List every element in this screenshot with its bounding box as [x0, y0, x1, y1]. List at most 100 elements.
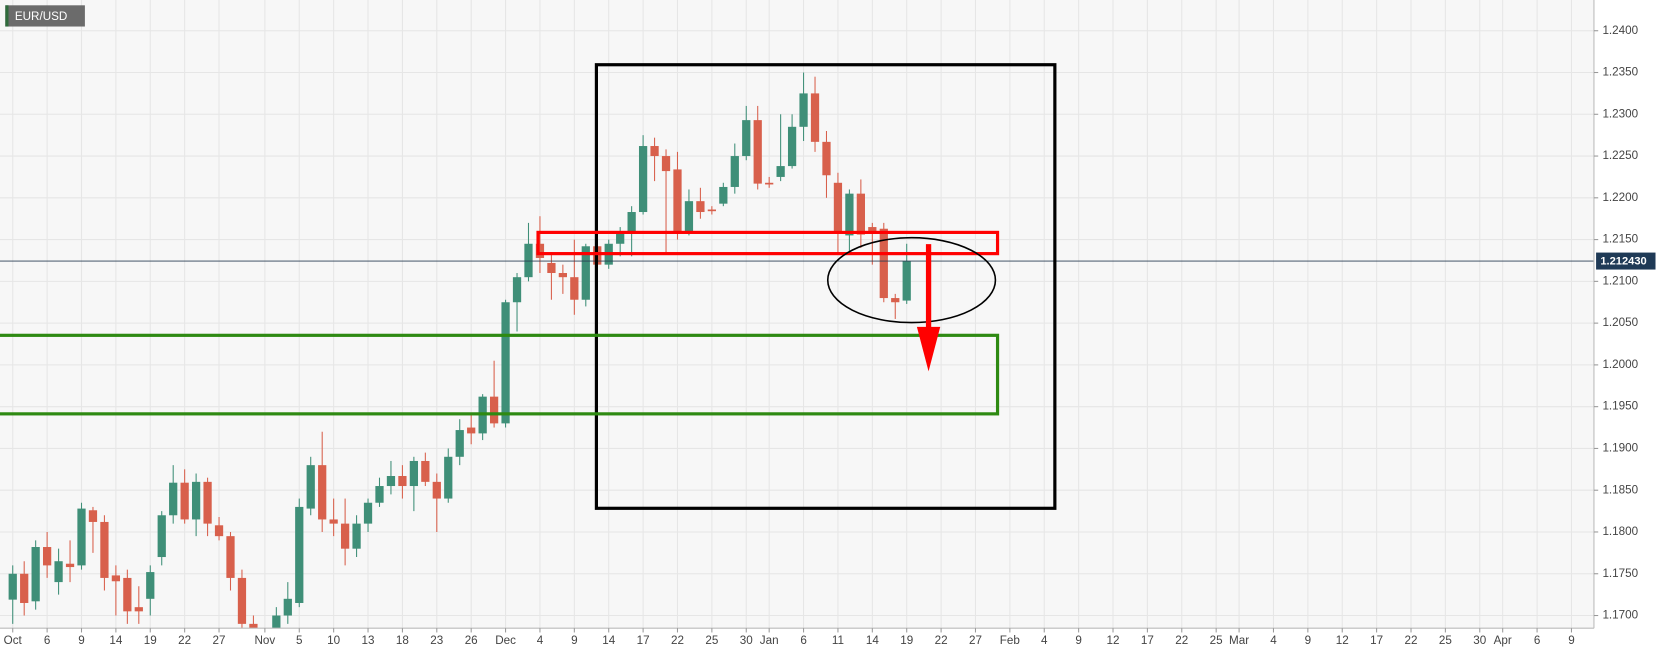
x-tick-label: 14 — [866, 634, 879, 647]
x-tick-label: 11 — [832, 634, 844, 647]
candle-body — [765, 182, 774, 185]
x-tick-label: 10 — [327, 634, 340, 647]
x-tick-label: Jan — [760, 634, 779, 647]
x-tick-label: 9 — [1568, 634, 1574, 647]
candle-body — [799, 93, 808, 127]
x-tick-label: 4 — [537, 634, 544, 647]
y-tick-label: 1.1900 — [1602, 442, 1638, 455]
candle-body — [570, 277, 579, 300]
candle-body — [558, 273, 567, 278]
candle-body — [535, 243, 545, 258]
candle-body — [409, 460, 419, 487]
x-tick-label: 25 — [1210, 634, 1223, 647]
circle-annotation — [826, 236, 997, 324]
candle-body — [512, 277, 522, 303]
candle-body — [180, 482, 189, 520]
y-tick-label: 1.1700 — [1602, 609, 1638, 622]
x-tick-label: 25 — [1439, 634, 1452, 647]
y-tick-label: 1.1850 — [1602, 483, 1638, 496]
last-price-box — [1596, 252, 1656, 270]
x-tick-label: 22 — [1405, 634, 1418, 647]
x-tick-label: 23 — [430, 634, 443, 647]
last-price-label: 1.212430 — [1600, 256, 1646, 268]
box-annotation — [594, 63, 1057, 510]
candle-body — [214, 525, 224, 537]
support-zone — [0, 333, 1000, 416]
candle-body — [684, 201, 694, 233]
candle-body — [845, 193, 854, 236]
x-tick-label: 9 — [571, 634, 577, 647]
candle-body — [455, 430, 464, 457]
candle-body — [340, 523, 350, 549]
candle-body — [20, 573, 29, 603]
x-tick-label: 12 — [1107, 634, 1120, 647]
candle-body — [627, 212, 636, 234]
symbol-box — [5, 5, 85, 27]
x-tick-label: 6 — [800, 634, 806, 647]
candle-body — [191, 481, 201, 520]
candle-body — [467, 427, 476, 434]
candle-body — [856, 193, 865, 235]
symbol-title: EUR/USD — [15, 10, 67, 23]
x-tick-label: Nov — [255, 634, 276, 647]
candle-body — [719, 186, 728, 204]
candle-body — [88, 510, 98, 522]
resistance-zone — [536, 230, 1000, 256]
x-tick-label: 18 — [396, 634, 409, 647]
x-tick-label: 30 — [740, 634, 753, 647]
candle-body — [77, 508, 86, 566]
candle-body — [547, 262, 556, 274]
x-tick-label: 17 — [1141, 634, 1154, 647]
x-tick-label: 27 — [213, 634, 226, 647]
candle-body — [650, 146, 659, 157]
y-tick-label: 1.2350 — [1602, 66, 1638, 79]
x-tick-label: 6 — [1534, 634, 1540, 647]
x-tick-label: Mar — [1229, 634, 1249, 647]
candle-body — [295, 506, 304, 603]
annotations — [0, 63, 1057, 510]
x-tick-label: Oct — [4, 634, 23, 647]
y-tick-label: 1.2100 — [1602, 274, 1638, 287]
x-tick-label: 17 — [1370, 634, 1383, 647]
candle-body — [661, 156, 671, 172]
candle-body — [753, 120, 762, 184]
x-tick-label: 4 — [1041, 634, 1048, 647]
candle-body — [363, 502, 373, 524]
candle-body — [386, 476, 396, 487]
x-tick-label: 27 — [969, 634, 982, 647]
candle-body — [776, 166, 785, 177]
plot-background — [0, 0, 1594, 628]
candle-body — [432, 481, 441, 499]
x-tick-label: 9 — [1075, 634, 1081, 647]
y-tick-label: 1.2250 — [1602, 149, 1638, 162]
x-tick-label: Apr — [1494, 634, 1512, 647]
candle-body — [226, 536, 235, 578]
candle-body — [157, 515, 166, 558]
y-tick-label: 1.2050 — [1602, 316, 1638, 329]
arrow-head — [916, 326, 941, 372]
candle-body — [444, 456, 453, 499]
y-tick-label: 1.1750 — [1602, 567, 1638, 580]
candle-body — [111, 575, 121, 582]
candle-body — [730, 156, 739, 187]
x-tick-label: 30 — [1473, 634, 1486, 647]
x-tick-label: 12 — [1336, 634, 1349, 647]
x-tick-label: 6 — [44, 634, 50, 647]
x-tick-label: 22 — [1175, 634, 1188, 647]
candle-body — [272, 615, 281, 629]
x-tick-label: 19 — [900, 634, 913, 647]
candle-body — [810, 93, 820, 142]
x-tick-label: 22 — [671, 634, 684, 647]
candle-body — [616, 233, 625, 244]
candle-body — [868, 227, 877, 233]
candle-body — [398, 476, 407, 487]
x-tick-label: 5 — [296, 634, 302, 647]
symbol-accent — [5, 5, 9, 27]
candle-body — [352, 523, 361, 549]
candle-body — [833, 182, 843, 234]
axes: 1.1700 1.1750 1.1800 1.1850 1.1900 1.1950 1.20… — [4, 24, 1656, 647]
candle-body — [100, 521, 109, 578]
x-tick-label: 14 — [109, 634, 122, 647]
